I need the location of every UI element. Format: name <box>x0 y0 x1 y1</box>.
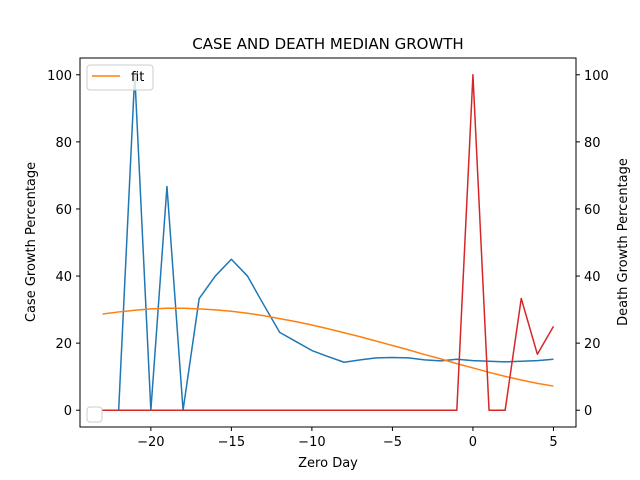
right-y-tick-label: 0 <box>584 404 592 419</box>
left-y-axis-label: Case Growth Percentage <box>24 162 39 322</box>
right-y-tick-label: 60 <box>584 203 601 218</box>
x-tick-label: 0 <box>469 435 477 450</box>
x-tick-label: −5 <box>383 435 402 450</box>
x-tick-label: −15 <box>218 435 245 450</box>
left-y-tick-label: 100 <box>47 69 72 84</box>
plot-frame <box>79 57 577 428</box>
series-1-line <box>102 74 554 411</box>
right-y-axis-ticks: 0 20 40 60 80 100 <box>576 69 609 419</box>
x-axis-label: Zero Day <box>298 456 358 471</box>
x-tick-label: 5 <box>549 435 557 450</box>
series-fit-line <box>102 307 554 387</box>
x-tick-label: −10 <box>298 435 325 450</box>
left-y-tick-label: 40 <box>55 270 72 285</box>
right-y-axis-label: Death Growth Percentage <box>616 158 631 326</box>
left-y-tick-label: 60 <box>55 203 72 218</box>
series-3-line <box>102 74 555 411</box>
right-y-tick-label: 100 <box>584 69 609 84</box>
x-tick-label: −20 <box>137 435 164 450</box>
legend-fit-label: fit <box>131 70 144 85</box>
x-axis-ticks: −20 −15 −10 −5 0 5 <box>137 427 558 450</box>
legend-top-left: fit <box>86 64 154 91</box>
left-y-axis-ticks: 0 20 40 60 80 100 <box>47 69 80 419</box>
legend-box <box>86 64 154 91</box>
right-y-tick-label: 20 <box>584 337 601 352</box>
left-y-tick-label: 20 <box>55 337 72 352</box>
chart-title: CASE AND DEATH MEDIAN GROWTH <box>192 35 463 53</box>
legend-box-empty <box>86 406 103 423</box>
left-y-tick-label: 80 <box>55 136 72 151</box>
right-y-tick-label: 40 <box>584 270 601 285</box>
left-y-tick-label: 0 <box>64 404 72 419</box>
series-layer <box>102 74 555 411</box>
right-y-tick-label: 80 <box>584 136 601 151</box>
legend-bottom-left <box>86 406 103 423</box>
